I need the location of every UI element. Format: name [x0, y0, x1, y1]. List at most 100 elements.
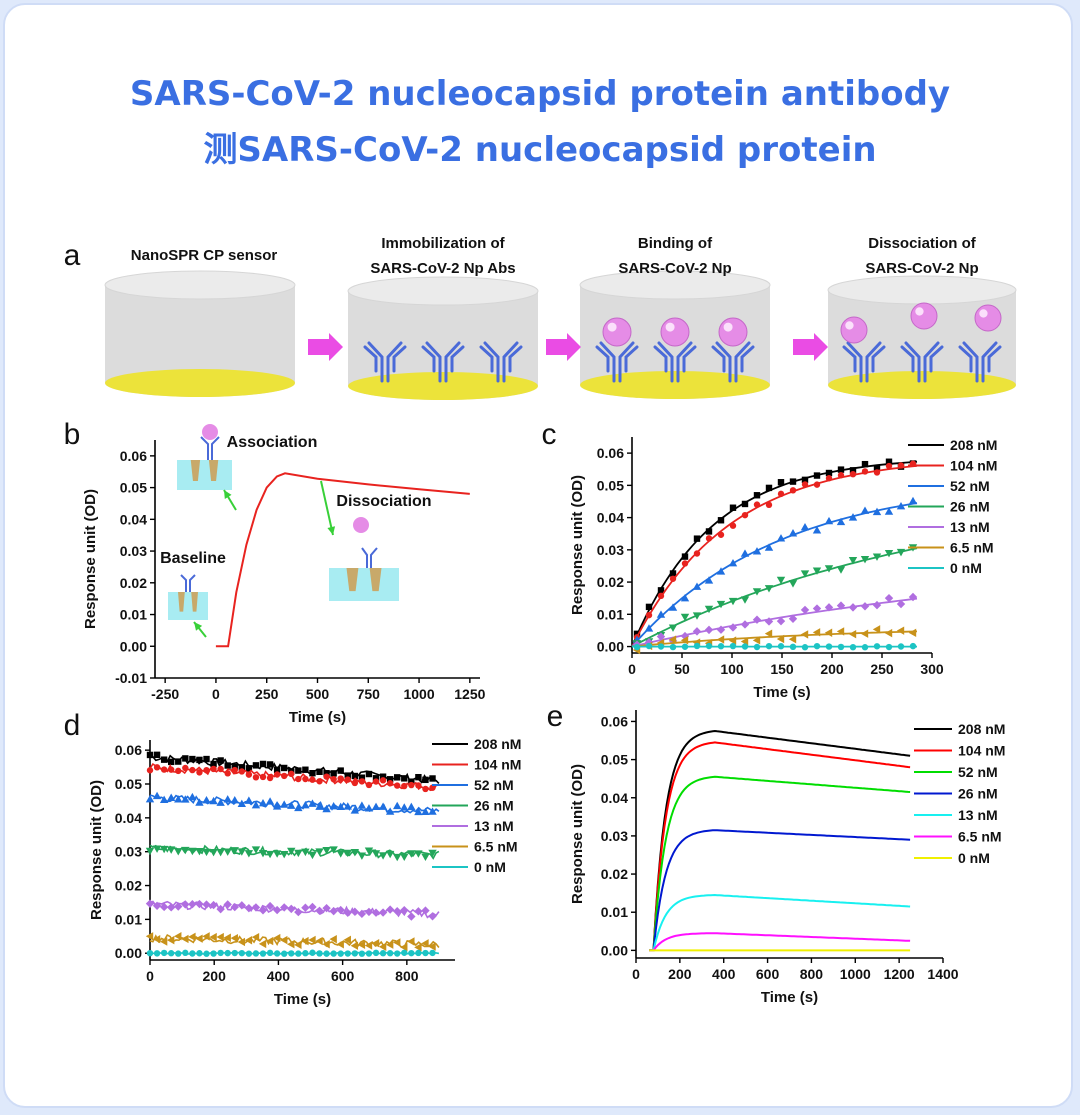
chart-d-point: [272, 802, 282, 810]
chart-d-point: [421, 853, 430, 862]
chart-d-point: [415, 949, 422, 957]
chart-c-point: [740, 596, 750, 604]
chart-d-point: [223, 848, 232, 856]
chart-c-point: [873, 469, 881, 476]
chart-d-point: [350, 806, 360, 814]
chart-c-point: [873, 643, 881, 650]
chart-c-point: [717, 531, 725, 538]
np-highlight-icon: [915, 307, 924, 316]
sensor-cylinder: [348, 291, 538, 400]
chart-d-point: [251, 903, 261, 912]
chart-c-point: [849, 470, 857, 478]
chart-d-point: [357, 852, 367, 860]
chart-d-point: [223, 795, 232, 803]
chart-d-point: [365, 781, 373, 789]
chart-c-point: [836, 517, 846, 526]
chart-d-point: [146, 751, 154, 759]
chart-d-point: [196, 756, 203, 764]
chart-d-point: [231, 949, 238, 957]
chart-d-point: [358, 774, 366, 781]
chart-d-x-tick-label: 0: [146, 968, 154, 984]
chart-c-point: [681, 553, 689, 560]
chart-d-point: [224, 770, 231, 777]
chart-b-y-tick-label: 0.02: [120, 575, 147, 591]
chart-d-point: [238, 768, 246, 775]
chart-c-point: [728, 597, 738, 606]
chart-c-fit-line: [631, 460, 918, 647]
chart-c-point: [825, 469, 833, 477]
chart-d-point: [265, 850, 275, 859]
chart-c: 0 50 100 150 200 250 300 0.00 0.01 0.02 0.03 0.04 0.…: [569, 437, 944, 701]
chart-d-point: [152, 845, 162, 853]
chart-d-point: [210, 765, 217, 773]
sensor-cylinder: [828, 290, 1016, 399]
chart-c-point: [813, 642, 821, 650]
chart-d-point: [407, 850, 416, 858]
chart-c-point: [765, 501, 773, 509]
chart-c-point: [885, 643, 893, 651]
chart-e-x-tick-label: 600: [756, 966, 780, 982]
chart-d-point: [400, 905, 409, 915]
chart-d-point: [203, 950, 210, 957]
chart-d-point: [343, 849, 352, 858]
chart-d-point: [408, 949, 415, 957]
chart-c-point: [896, 626, 905, 635]
chart-d-point: [301, 800, 310, 809]
chart-d-point: [175, 950, 182, 957]
chart-c-point: [692, 627, 702, 636]
chart-e-legend-label: 52 nM: [958, 764, 998, 780]
chart-d-point: [372, 775, 380, 782]
chart-c-point: [692, 582, 702, 590]
chart-d-y-tick-label: 0.03: [115, 844, 142, 860]
chart-e-legend-label: 208 nM: [958, 721, 1005, 737]
chart-c-point: [764, 543, 774, 551]
chart-d-point: [294, 803, 303, 812]
chart-d-y-tick-label: 0.02: [115, 878, 142, 894]
chart-c-point: [741, 511, 749, 519]
chart-c-point: [752, 547, 762, 555]
chart-d-point: [252, 950, 260, 957]
sensor-step-4: Dissociation of SARS-CoV-2 Np: [827, 235, 1017, 399]
chart-d-point: [401, 775, 408, 782]
chart-d-point: [351, 950, 359, 957]
chart-d-point: [408, 778, 415, 785]
chart-c-point: [908, 628, 917, 638]
chart-d-point: [294, 849, 303, 858]
chart-d-point: [358, 778, 366, 785]
chart-d-point: [245, 771, 253, 778]
chart-c-point: [728, 623, 738, 632]
chart-d-point: [302, 775, 309, 783]
chart-d-point: [287, 847, 296, 856]
chart-d-point: [415, 782, 422, 789]
chart-c-point: [800, 605, 810, 615]
chart-d-point: [301, 936, 309, 946]
chart-d-point: [357, 801, 367, 809]
chart-d-point: [245, 950, 253, 957]
chart-c-point: [681, 560, 689, 567]
np-highlight-icon: [979, 309, 988, 318]
mini-well-icon: [208, 460, 219, 481]
chart-c-point: [644, 624, 654, 632]
chart-d-point: [196, 950, 203, 957]
chart-c-point: [896, 599, 906, 609]
chart-e-series-line: [649, 741, 911, 952]
chart-d-point: [344, 772, 351, 779]
chart-d-point: [330, 950, 337, 957]
chart-e-legend-label: 26 nM: [958, 786, 998, 802]
chart-c-point: [764, 585, 774, 593]
chart-c-point: [680, 594, 690, 602]
chart-d-point: [386, 780, 394, 787]
chart-d-point: [189, 755, 196, 763]
chart-d-point: [181, 900, 190, 909]
chart-d-point: [266, 761, 274, 768]
chart-c-point: [765, 642, 773, 650]
chart-b-x-tick-label: -250: [151, 686, 179, 702]
chart-d-point: [337, 950, 344, 957]
chart-d-point: [258, 906, 268, 915]
chart-d-point: [400, 942, 408, 952]
chart-d-point: [329, 906, 338, 916]
antibody-icon: [363, 341, 407, 383]
chart-c-point: [657, 592, 665, 600]
chart-c-point: [788, 580, 798, 588]
chart-c-point: [885, 458, 893, 465]
